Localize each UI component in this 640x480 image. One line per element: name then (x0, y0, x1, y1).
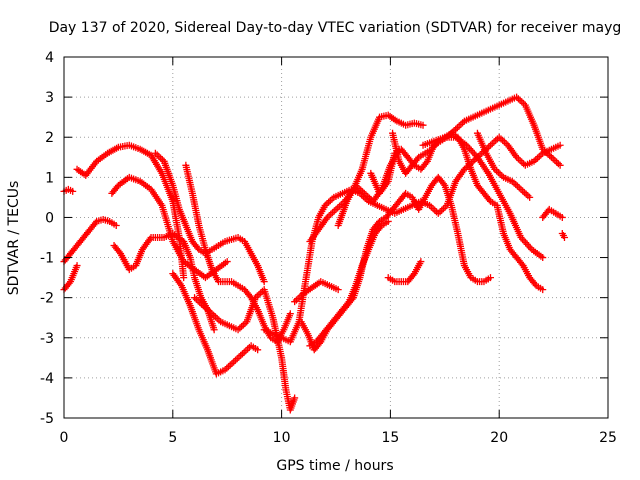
x-axis-label: GPS time / hours (276, 458, 393, 474)
data-point (422, 159, 430, 167)
series-track-15 (306, 111, 427, 246)
series-track-21 (473, 129, 534, 201)
data-point (556, 161, 564, 169)
series-track-20 (419, 133, 547, 262)
series-track-2 (60, 215, 120, 266)
data-point (291, 394, 299, 402)
series-track-12 (291, 278, 342, 306)
data-point (560, 234, 568, 241)
series-track-22 (539, 205, 566, 221)
series-track-7 (151, 149, 268, 286)
x-tick-label: 20 (490, 430, 508, 446)
data-point (73, 262, 81, 270)
data-point (69, 187, 77, 195)
data-point (539, 254, 547, 262)
series-track-23 (558, 229, 568, 241)
data-point (254, 346, 262, 354)
data-point (526, 193, 534, 201)
data-point (556, 141, 564, 149)
data-point (384, 217, 392, 225)
y-tick-label: -5 (40, 411, 54, 427)
data-point (286, 310, 294, 318)
series-track-4 (73, 141, 188, 282)
x-tick-label: 0 (60, 430, 69, 446)
data-point (344, 299, 352, 307)
data-point (417, 258, 425, 266)
data-point (419, 121, 427, 129)
chart-title: Day 137 of 2020, Sidereal Day-to-day VTE… (49, 20, 622, 36)
series-track-14 (306, 217, 392, 350)
data-point (180, 274, 188, 282)
series-track-3 (60, 262, 81, 294)
data-point (260, 278, 268, 286)
y-tick-label: -3 (40, 331, 54, 347)
y-tick-label: 3 (45, 90, 54, 106)
data-point (409, 271, 417, 279)
data-point (539, 286, 547, 294)
data-point (65, 279, 73, 287)
series-track-8 (169, 270, 262, 378)
data-marks (60, 93, 568, 414)
axis-ticks: 0 5 10 15 20 25 -5 -4 -3 -2 -1 0 1 2 3 4 (40, 50, 617, 446)
x-tick-label: 15 (381, 430, 399, 446)
data-point (486, 274, 494, 282)
x-tick-label: 5 (168, 430, 177, 446)
data-point (558, 213, 566, 221)
y-tick-label: -2 (40, 291, 54, 307)
y-axis-label: SDTVAR / TECUs (6, 181, 22, 296)
y-tick-label: 4 (45, 50, 54, 66)
y-tick-label: 0 (45, 210, 54, 226)
data-point (223, 258, 231, 266)
x-tick-label: 10 (273, 430, 291, 446)
y-tick-label: -4 (40, 371, 54, 387)
series-track-1 (60, 185, 77, 195)
data-point (210, 326, 218, 334)
data-point (334, 286, 342, 294)
data-point (439, 180, 447, 188)
data-point (112, 221, 120, 229)
x-tick-label: 25 (599, 430, 617, 446)
plot-frame (63, 56, 609, 419)
series-track-5 (108, 173, 231, 282)
data-point (518, 260, 526, 268)
y-tick-label: -1 (40, 251, 54, 267)
series-track-18 (384, 258, 425, 286)
series-track-6 (110, 229, 218, 334)
y-tick-label: 2 (45, 130, 54, 146)
y-tick-label: 1 (45, 170, 54, 186)
data-point (115, 248, 123, 256)
data-point (246, 292, 254, 300)
